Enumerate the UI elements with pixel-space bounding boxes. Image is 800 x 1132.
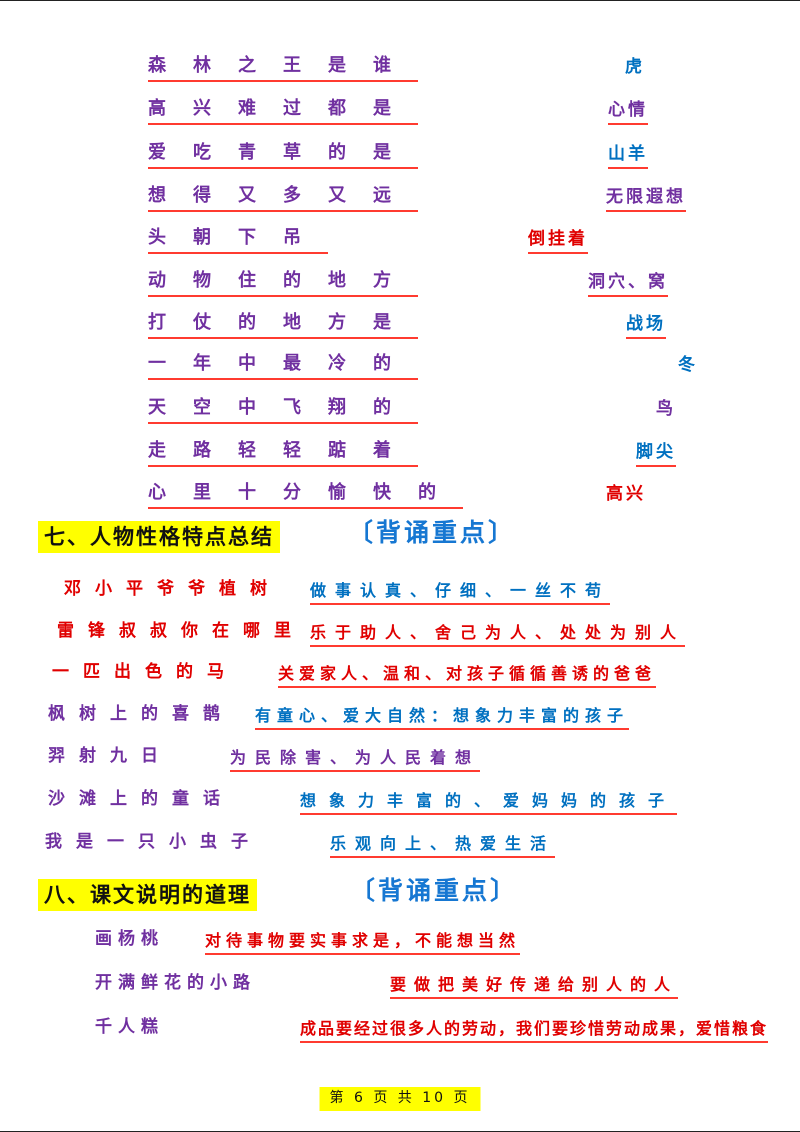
row-title: 画杨桃 bbox=[95, 929, 164, 949]
row-title: 羿射九日 bbox=[48, 746, 172, 766]
row-answer: 乐观向上、热爱生活 bbox=[330, 834, 556, 858]
vocab-answer: 战场 bbox=[626, 314, 666, 340]
vocab-answer: 鸟 bbox=[656, 399, 676, 419]
section8-title: 八、课文说明的道理 bbox=[38, 879, 257, 912]
row-answer: 有童心、爱大自然：想象力丰富的孩子 bbox=[255, 706, 630, 730]
section8-tag: 〔背诵重点〕 bbox=[350, 876, 519, 905]
vocab-prompt: 天空中飞翔的 bbox=[148, 397, 418, 424]
row-title: 沙滩上的童话 bbox=[48, 789, 234, 809]
vocab-answer: 高兴 bbox=[606, 484, 646, 504]
vocab-answer: 倒挂着 bbox=[528, 229, 588, 255]
page-number: 第 6 页 共 10 页 bbox=[319, 1087, 481, 1111]
row-title: 一匹出色的马 bbox=[52, 662, 238, 682]
row-answer: 对待事物要实事求是，不能想当然 bbox=[205, 931, 521, 955]
section7-title: 七、人物性格特点总结 bbox=[38, 521, 280, 554]
vocab-answer: 虎 bbox=[625, 57, 645, 77]
vocab-answer: 心情 bbox=[608, 100, 648, 126]
vocab-prompt: 动物住的地方 bbox=[148, 270, 418, 297]
row-answer: 关爱家人、温和、对孩子循循善诱的爸爸 bbox=[278, 664, 657, 688]
vocab-prompt: 森林之王是谁 bbox=[148, 55, 418, 82]
row-answer: 为民除害、为人民着想 bbox=[230, 748, 481, 772]
row-title: 邓小平爷爷植树 bbox=[64, 579, 281, 599]
row-title: 枫树上的喜鹊 bbox=[48, 704, 234, 724]
row-answer: 想象力丰富的、爱妈妈的孩子 bbox=[300, 791, 678, 815]
vocab-answer: 山羊 bbox=[608, 144, 648, 170]
vocab-prompt: 心里十分愉快的 bbox=[148, 482, 463, 509]
vocab-answer: 冬 bbox=[678, 355, 698, 375]
row-title: 雷锋叔叔你在哪里 bbox=[57, 621, 305, 641]
row-answer: 乐于助人、舍己为人、处处为别人 bbox=[310, 623, 686, 647]
section7-tag: 〔背诵重点〕 bbox=[348, 518, 517, 547]
vocab-prompt: 头朝下吊 bbox=[148, 227, 328, 254]
vocab-answer: 无限遐想 bbox=[606, 187, 686, 213]
row-answer: 要做把美好传递给别人的人 bbox=[390, 975, 679, 999]
vocab-prompt: 打仗的地方是 bbox=[148, 312, 418, 339]
vocab-prompt: 走路轻轻踮着 bbox=[148, 440, 418, 467]
vocab-answer: 脚尖 bbox=[636, 442, 676, 468]
row-answer: 做事认真、仔细、一丝不苟 bbox=[310, 581, 611, 605]
vocab-prompt: 一年中最冷的 bbox=[148, 353, 418, 380]
row-answer: 成品要经过很多人的劳动，我们要珍惜劳动成果，爱惜粮食 bbox=[300, 1019, 769, 1043]
row-title: 开满鲜花的小路 bbox=[95, 973, 256, 993]
vocab-prompt: 高兴难过都是 bbox=[148, 98, 418, 125]
row-title: 千人糕 bbox=[95, 1017, 164, 1037]
row-title: 我是一只小虫子 bbox=[45, 832, 262, 852]
vocab-prompt: 想得又多又远 bbox=[148, 185, 418, 212]
vocab-answer: 洞穴、窝 bbox=[588, 272, 668, 298]
vocab-prompt: 爱吃青草的是 bbox=[148, 142, 418, 169]
